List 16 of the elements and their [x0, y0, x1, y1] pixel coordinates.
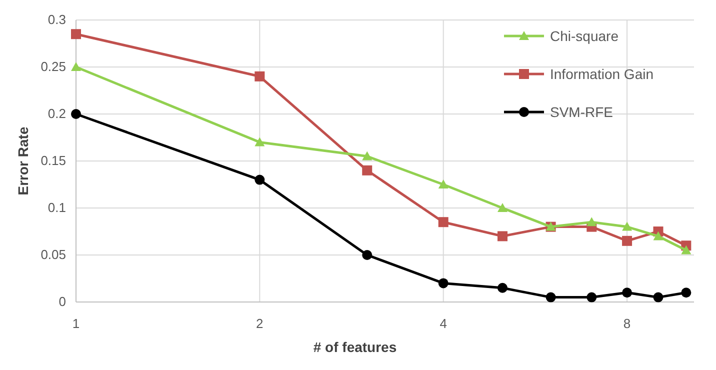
x-tick-label: 4	[440, 316, 447, 331]
y-tick-label: 0.05	[40, 247, 66, 262]
y-tick-label: 0	[58, 294, 66, 309]
y-tick-label: 0.2	[48, 106, 66, 121]
x-tick-label: 2	[256, 316, 264, 331]
y-axis-title: Error Rate	[15, 126, 31, 196]
x-tick-label: 1	[72, 316, 80, 331]
y-tick-label: 0.1	[48, 200, 66, 215]
y-tick-label: 0.25	[40, 59, 66, 74]
x-tick-label: 8	[623, 316, 631, 331]
legend-label: Chi-square	[550, 28, 619, 44]
legend-label: SVM-RFE	[550, 104, 613, 120]
x-axis-title: # of features	[313, 339, 397, 355]
legend-label: Information Gain	[550, 66, 654, 82]
y-tick-label: 0.15	[40, 153, 66, 168]
y-tick-label: 0.3	[48, 12, 66, 27]
